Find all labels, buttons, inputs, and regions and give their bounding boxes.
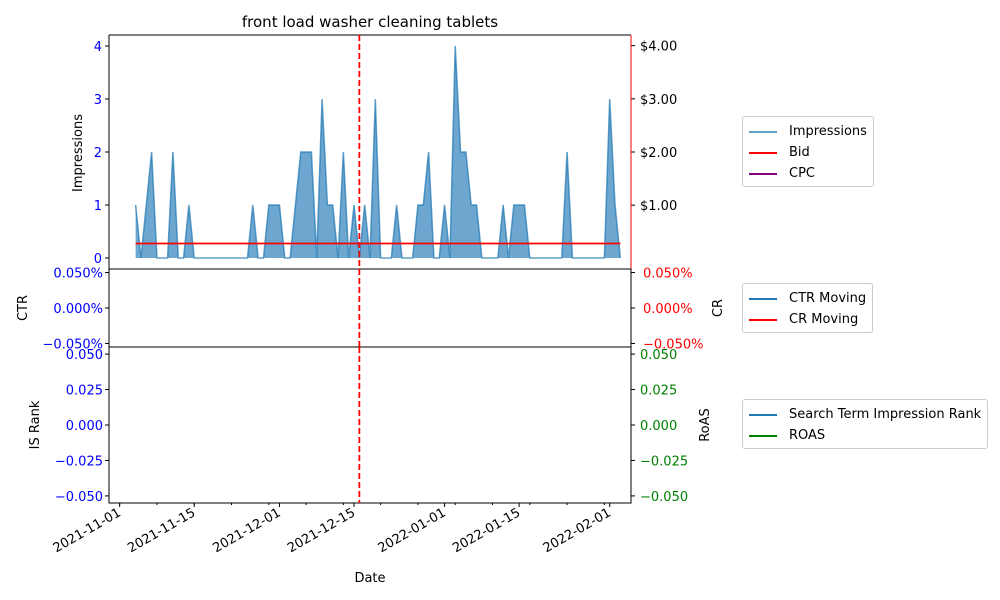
impressions-axis-label: Impressions [71, 114, 86, 192]
rank-legend: Search Term Impression Rank ROAS [742, 399, 989, 449]
is-rank-axis-label: IS Rank [28, 400, 43, 449]
impressions-legend: Impressions Bid CPC [742, 116, 874, 187]
legend-swatch [749, 172, 777, 175]
y-tick-label: 0.050 [66, 348, 103, 363]
y-tick-label: −0.050 [55, 490, 103, 505]
y2-tick-label: −0.050% [643, 337, 703, 352]
x-tick-label: 2021-11-15 [125, 505, 198, 556]
legend-item-ctr-moving: CTR Moving [749, 288, 866, 309]
legend-label: Bid [789, 145, 810, 160]
y2-tick-label: 0.050 [640, 348, 677, 363]
legend-swatch [749, 434, 777, 437]
legend-item-cpc: CPC [749, 163, 867, 184]
y-tick-label: −0.050% [43, 337, 103, 352]
y-tick-label: 4 [94, 40, 102, 55]
rank-panel: 0.050 0.025 0.000 −0.025 −0.050 0.050 0.025 0.0… [51, 346, 688, 556]
impressions-line [134, 45, 622, 259]
y-tick-label: 0.000% [53, 302, 103, 317]
legend-label: CR Moving [789, 312, 859, 327]
ctr-panel: 0.050% 0.000% −0.050% 0.050% 0.000% −0.050% [43, 267, 704, 353]
legend-swatch [749, 413, 777, 416]
x-tick-label: 2021-12-15 [285, 505, 358, 556]
legend-label: Impressions [789, 124, 867, 139]
y2-tick-label: 0.000% [643, 302, 693, 317]
y2-tick-label: 0.050% [643, 267, 693, 282]
legend-swatch [749, 318, 777, 321]
y2-tick-label: −0.025 [640, 454, 688, 469]
y-tick-label: 0.000 [66, 419, 103, 434]
y2-tick-label: $2.00 [640, 146, 677, 161]
y2-tick-label: $3.00 [640, 93, 677, 108]
y-tick-label: −0.025 [55, 454, 103, 469]
x-tick-label: 2021-12-01 [211, 505, 284, 556]
ctr-panel-frame [108, 268, 632, 348]
impressions-panel: 0 1 2 3 4 $1.00 $2.00 $3.00 $4.00 [94, 34, 677, 270]
y2-tick-label: $4.00 [640, 40, 677, 55]
legend-item-bid: Bid [749, 142, 867, 163]
y-tick-label: 1 [94, 199, 102, 214]
legend-item-impressions: Impressions [749, 121, 867, 142]
x-tick-label: 2022-01-01 [376, 505, 449, 556]
y2-tick-label: $1.00 [640, 199, 677, 214]
y-tick-label: 0.050% [53, 267, 103, 282]
y2-tick-label: 0.025 [640, 384, 677, 399]
x-tick-label: 2022-01-15 [450, 505, 523, 556]
y2-tick-label: −0.050 [640, 490, 688, 505]
legend-swatch [749, 297, 777, 300]
legend-item-roas: ROAS [749, 425, 981, 446]
legend-label: CTR Moving [789, 291, 867, 306]
y2-tick-label: 0.000 [640, 419, 677, 434]
x-tick-label: 2021-11-01 [51, 505, 124, 556]
ctr-axis-label: CTR [16, 295, 31, 321]
legend-label: Search Term Impression Rank [789, 407, 982, 422]
x-tick-label: 2022-02-01 [541, 505, 614, 556]
chart-title: front load washer cleaning tablets [242, 13, 498, 31]
y-tick-label: 0 [94, 252, 102, 267]
legend-swatch [749, 151, 777, 154]
cr-axis-label: CR [711, 299, 726, 317]
y-tick-label: 3 [94, 93, 102, 108]
legend-item-cr-moving: CR Moving [749, 309, 866, 330]
y-tick-label: 0.025 [66, 384, 103, 399]
legend-label: ROAS [789, 428, 826, 443]
legend-item-search-term-impression-rank: Search Term Impression Rank [749, 404, 981, 425]
legend-swatch [749, 130, 777, 133]
roas-axis-label: RoAS [698, 408, 713, 442]
ctr-legend: CTR Moving CR Moving [742, 283, 874, 333]
date-axis-label: Date [354, 571, 385, 586]
impressions-area [135, 46, 621, 258]
y-tick-label: 2 [94, 146, 102, 161]
legend-label: CPC [789, 166, 815, 181]
rank-panel-frame [108, 346, 632, 504]
